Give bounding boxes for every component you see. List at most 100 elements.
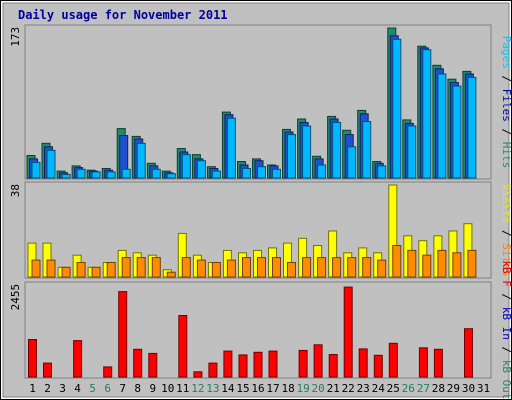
bar-hits-pages-day-14 — [226, 117, 236, 179]
x-tick-label: 19 — [296, 382, 309, 395]
panel-visits: 38 Visits / Sites — [9, 181, 512, 279]
panel-kbytes: 2455 kB F / kB In / kB Out — [9, 260, 512, 399]
bar-visits-sites-day-11 — [181, 257, 191, 278]
bar-hits-pages-day-17 — [272, 168, 281, 179]
bar-visits-sites-day-10 — [166, 271, 176, 278]
legend-entry: kB F — [500, 260, 512, 287]
bar-visits-sites-day-3 — [61, 266, 71, 278]
x-tick-label: 3 — [59, 382, 66, 395]
bar-visits-sites-day-17 — [272, 257, 281, 278]
bar-visits-sites-day-27 — [422, 254, 432, 278]
bar-visits-sites-day-16 — [257, 257, 266, 278]
bar-hits-pages-day-12 — [196, 160, 206, 179]
bar-kbytes-kb-f-day-4 — [73, 340, 83, 378]
bar-kbytes-kb-f-day-2 — [43, 362, 52, 378]
bar-visits-sites-day-14 — [226, 259, 236, 278]
x-tick-label: 10 — [161, 382, 174, 395]
x-tick-label: 1 — [29, 382, 36, 395]
bar-visits-sites-day-20 — [317, 257, 327, 278]
bar-hits-pages-day-22 — [347, 146, 357, 179]
bar-visits-sites-day-21 — [332, 257, 342, 278]
bar-visits-sites-day-29 — [452, 252, 462, 278]
series-kb-f — [28, 286, 473, 378]
bar-hits-pages-day-23 — [362, 121, 372, 179]
x-tick-label: 5 — [89, 382, 96, 395]
bar-visits-sites-day-5 — [91, 266, 101, 278]
bar-hits-pages-day-8 — [136, 142, 146, 179]
bar-kbytes-kb-f-day-28 — [433, 348, 443, 378]
bar-visits-sites-day-4 — [76, 262, 86, 278]
x-tick-label: 14 — [221, 382, 235, 395]
x-tick-label: 27 — [417, 382, 430, 395]
bar-hits-pages-day-19 — [302, 125, 312, 179]
bar-kbytes-kb-f-day-24 — [373, 354, 383, 378]
bar-hits-pages-day-2 — [46, 149, 56, 179]
series-sites — [31, 245, 477, 278]
bar-hits-pages-day-4 — [76, 168, 86, 179]
series-pages — [31, 38, 477, 179]
bar-kbytes-kb-f-day-8 — [133, 348, 143, 378]
x-tick-label: 8 — [134, 382, 141, 395]
bar-visits-sites-day-7 — [121, 257, 131, 278]
bar-kbytes-kb-f-day-27 — [418, 347, 428, 378]
bar-visits-sites-day-24 — [377, 259, 387, 278]
bar-kbytes-kb-f-day-20 — [313, 344, 323, 378]
bar-kbytes-kb-f-day-9 — [148, 352, 158, 378]
bar-kbytes-kb-f-day-12 — [193, 371, 203, 378]
bar-hits-pages-day-10 — [166, 173, 176, 179]
bar-kbytes-kb-f-day-16 — [253, 351, 263, 378]
x-tick-label: 31 — [477, 382, 490, 395]
x-tick-label: 25 — [387, 382, 400, 395]
legend-entry: / — [500, 69, 512, 89]
x-tick-label: 26 — [402, 382, 415, 395]
x-tick-label: 20 — [311, 382, 324, 395]
panel-hits-series-legend: Pages / Files / Hits — [500, 36, 512, 169]
legend-entry: / — [500, 287, 512, 307]
bar-kbytes-kb-f-day-23 — [358, 348, 368, 378]
x-tick-label: 13 — [206, 382, 219, 395]
bar-visits-sites-day-6 — [106, 262, 116, 278]
bar-hits-pages-day-7 — [121, 168, 131, 179]
bar-visits-sites-day-8 — [136, 257, 146, 278]
bar-visits-sites-day-15 — [242, 257, 251, 278]
bar-kbytes-kb-f-day-19 — [298, 349, 308, 378]
bar-visits-sites-day-30 — [467, 249, 477, 278]
bar-hits-pages-day-27 — [422, 49, 432, 179]
bar-visits-sites-day-2 — [46, 259, 56, 278]
x-tick-label: 30 — [462, 382, 475, 395]
bar-hits-pages-day-25 — [392, 38, 402, 179]
x-tick-label: 12 — [191, 382, 204, 395]
panel-hits-max-label: 173 — [9, 27, 22, 47]
bar-visits-sites-day-19 — [302, 257, 312, 278]
bar-hits-pages-day-28 — [437, 73, 447, 179]
legend-entry: Visits — [500, 184, 512, 224]
legend-entry: / — [500, 122, 512, 142]
x-tick-label: 21 — [327, 382, 340, 395]
bar-kbytes-kb-f-day-13 — [208, 362, 218, 378]
bar-visits-sites-day-23 — [362, 257, 372, 278]
bar-visits-sites-day-25 — [392, 245, 402, 278]
bar-hits-pages-day-3 — [61, 174, 71, 179]
x-tick-label: 24 — [372, 382, 386, 395]
bar-visits-sites-day-12 — [196, 259, 206, 278]
bar-hits-pages-day-1 — [31, 161, 41, 179]
x-tick-label: 2 — [44, 382, 51, 395]
x-tick-label: 6 — [104, 382, 111, 395]
bar-hits-pages-day-21 — [332, 122, 342, 179]
chart-title: Daily usage for November 2011 — [18, 8, 228, 22]
legend-entry: Files — [500, 89, 512, 122]
bar-visits-sites-day-13 — [211, 262, 221, 278]
bar-kbytes-kb-f-day-30 — [464, 328, 473, 378]
x-tick-label: 11 — [176, 382, 189, 395]
x-tick-label: 28 — [432, 382, 445, 395]
bar-kbytes-kb-f-day-6 — [103, 366, 113, 378]
bar-visits-sites-day-9 — [151, 257, 161, 278]
legend-entry: / — [500, 223, 512, 243]
bar-hits-pages-day-5 — [91, 171, 101, 179]
legend-entry: Sites — [500, 243, 512, 276]
bar-hits-pages-day-29 — [452, 85, 462, 179]
bar-kbytes-kb-f-day-7 — [118, 291, 128, 378]
legend-entry: kB In — [500, 307, 512, 340]
